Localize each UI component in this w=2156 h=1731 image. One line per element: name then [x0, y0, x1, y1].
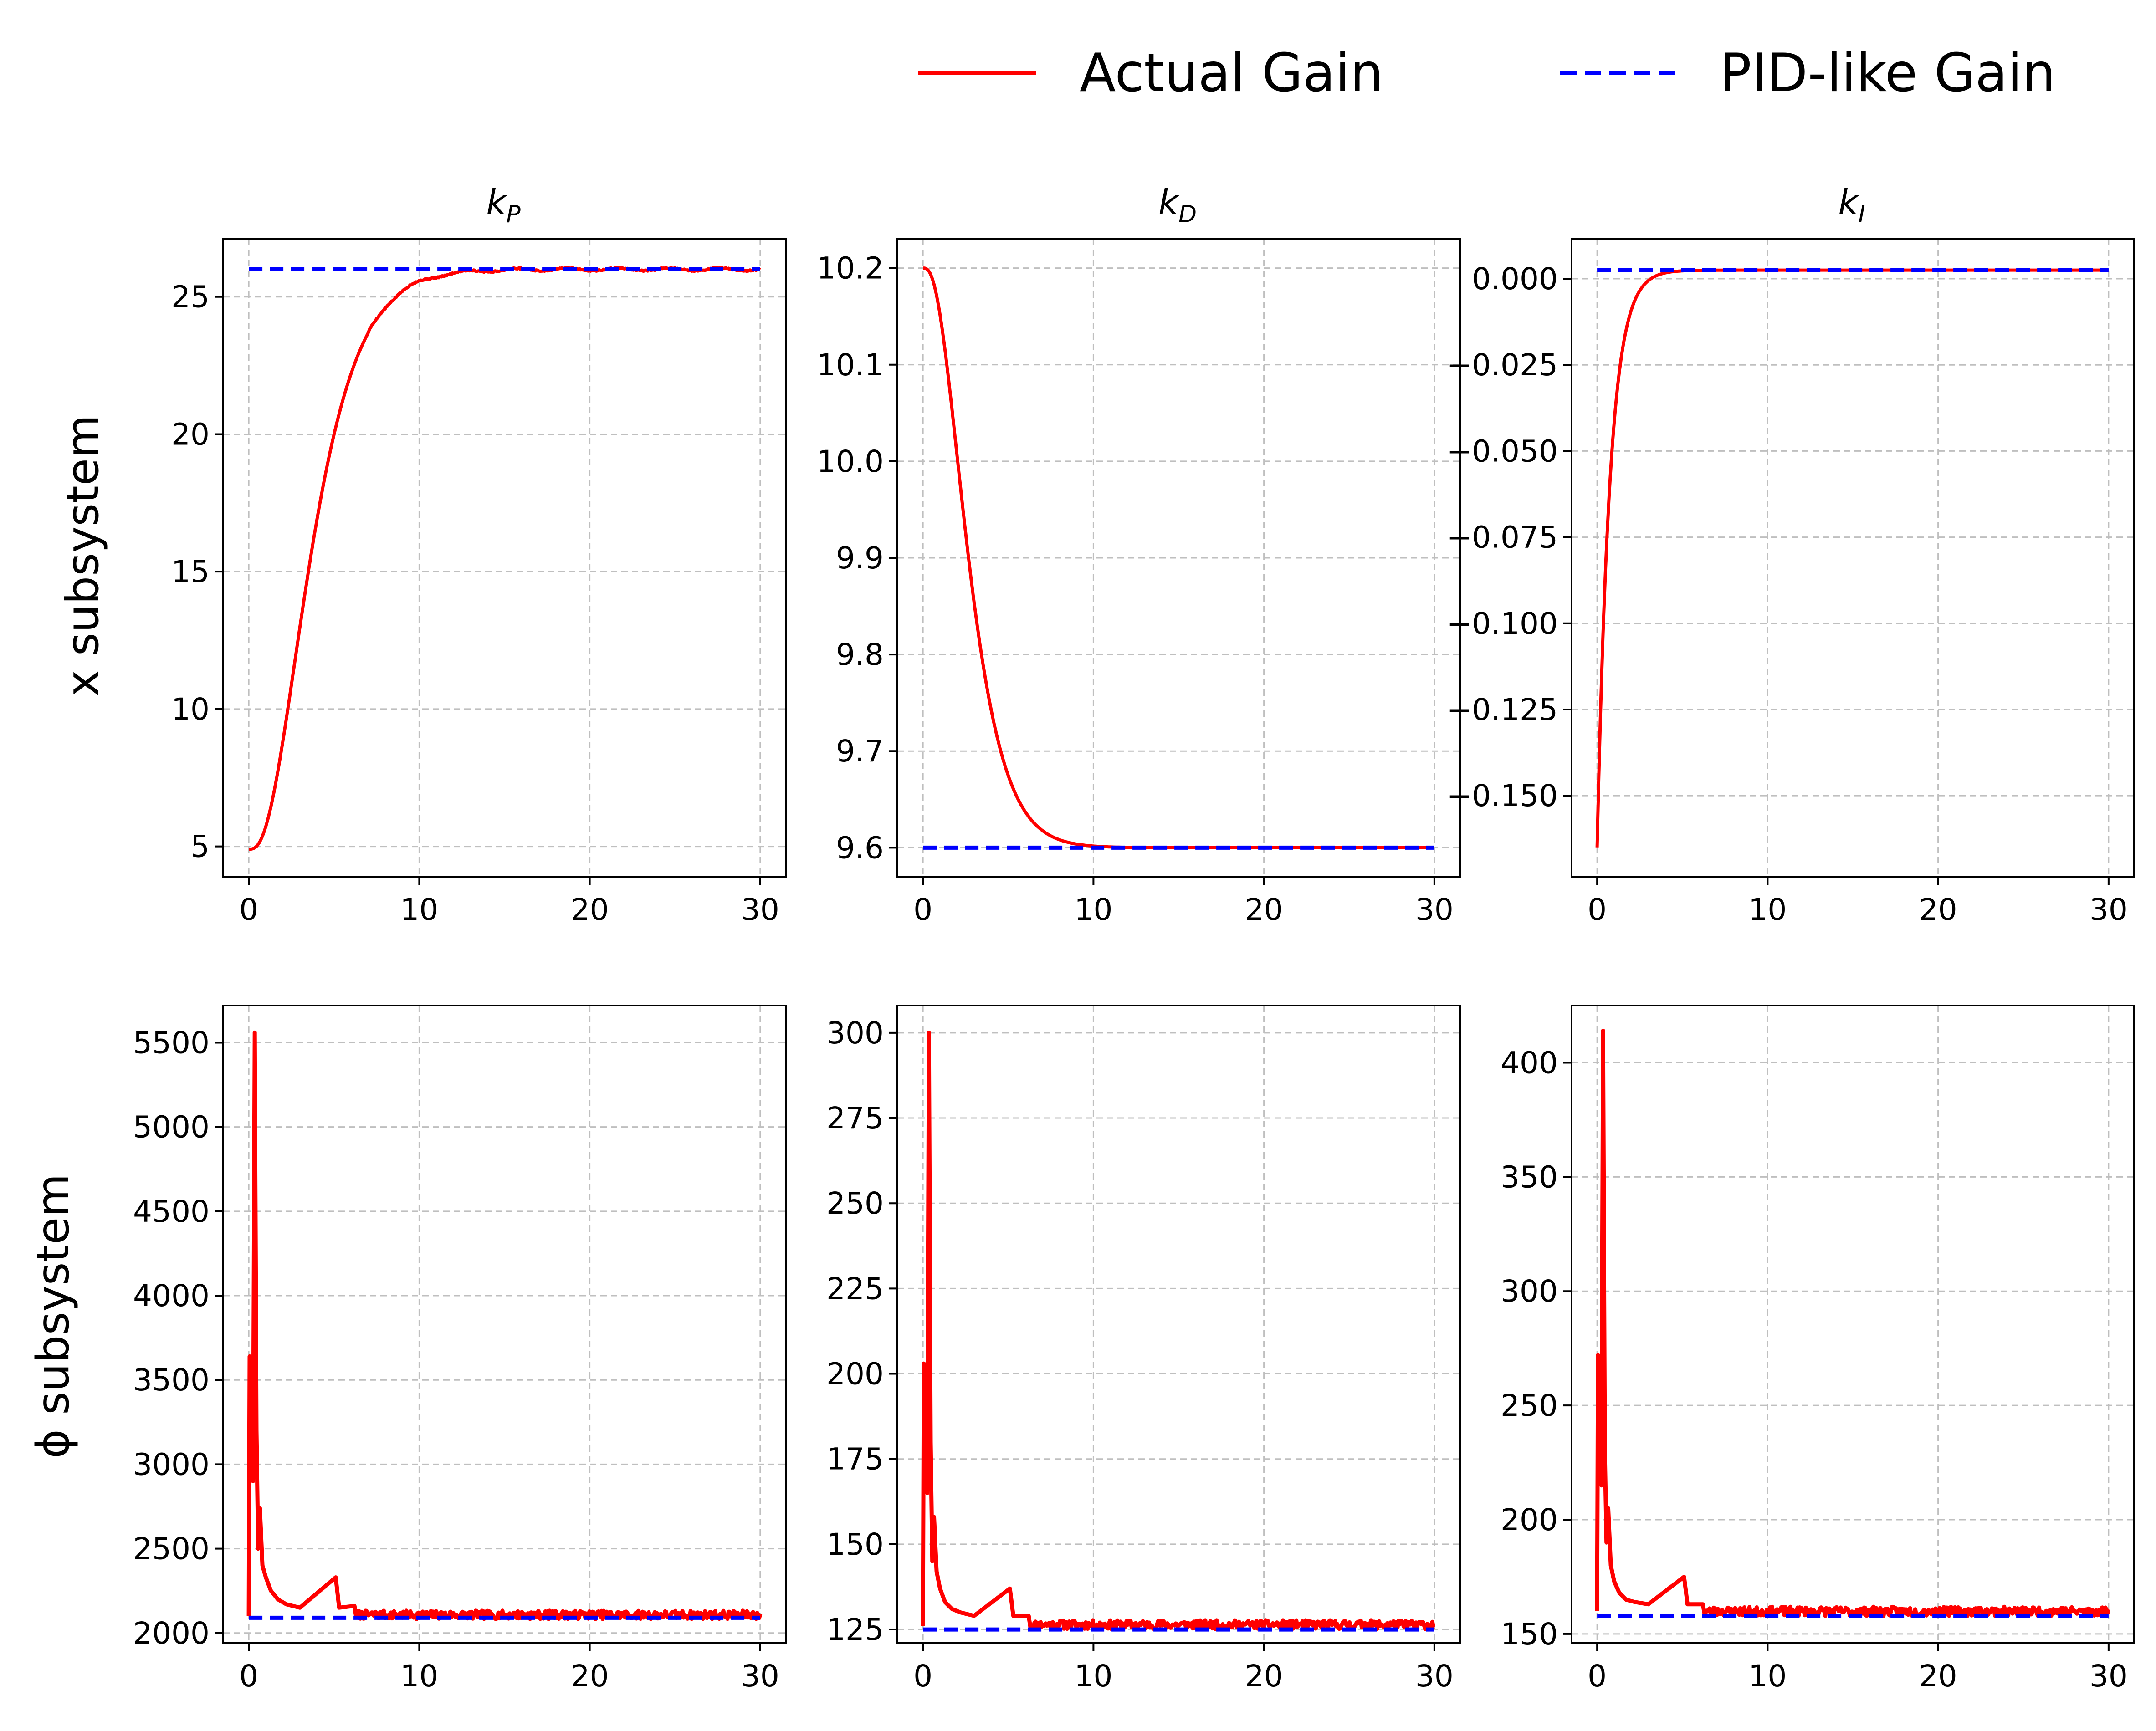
y-tick-label: 350 [1500, 1159, 1558, 1195]
y-tick-label: 300 [1500, 1274, 1558, 1309]
legend-label-actual-gain: Actual Gain [1080, 42, 1383, 104]
legend-label-pid-like-gain: PID-like Gain [1720, 42, 2056, 104]
axes-frame [1571, 238, 2135, 878]
y-tick-label: 15 [171, 554, 210, 589]
legend: Actual Gain PID-like Gain [918, 42, 2056, 104]
y-tick-label: 0.000 [1472, 261, 1558, 296]
axes-frame [222, 1005, 787, 1644]
y-tick-label: 250 [826, 1186, 884, 1221]
y-tick-label: 300 [826, 1016, 884, 1051]
x-tick-label: 20 [1919, 892, 1957, 927]
row-label-phi-subsystem: ϕ subsystem [27, 1174, 79, 1458]
x-tick-label: 30 [741, 892, 779, 927]
axes-frame [1571, 1005, 2135, 1644]
y-tick-label: 5500 [133, 1025, 210, 1060]
y-tick-label: 5 [190, 829, 210, 864]
x-tick-label: 10 [1748, 1659, 1787, 1694]
y-tick-label: 9.9 [836, 541, 884, 576]
y-tick-label: 400 [1500, 1045, 1558, 1080]
col-title-kd: kD [1158, 182, 1197, 228]
axes-frame [222, 238, 787, 878]
x-tick-label: 30 [1415, 892, 1454, 927]
x-tick-label: 0 [1588, 1659, 1607, 1694]
y-tick-label: 10.0 [817, 444, 884, 479]
y-tick-label: 150 [1500, 1617, 1558, 1652]
x-tick-label: 0 [239, 1659, 258, 1694]
x-tick-label: 20 [1245, 1659, 1283, 1694]
x-tick-label: 10 [400, 1659, 438, 1694]
x-tick-label: 30 [741, 1659, 779, 1694]
y-tick-label: −0.050 [1447, 434, 1558, 469]
y-tick-label: 2000 [133, 1616, 210, 1651]
x-tick-label: 30 [2089, 892, 2128, 927]
x-tick-label: 10 [1074, 892, 1112, 927]
x-tick-label: 0 [1588, 892, 1607, 927]
col-title-ki-main: k [1838, 182, 1859, 222]
x-tick-label: 30 [1415, 1659, 1454, 1694]
y-tick-label: 225 [826, 1271, 884, 1306]
subplot-1-0: 0 10 20 30 2000 2500 3000 3500 4000 4500 5000 5500 [133, 1005, 787, 1694]
y-tick-label: 10 [171, 692, 210, 727]
y-tick-label: 9.6 [836, 830, 884, 865]
col-title-kp: kP [486, 182, 521, 228]
y-tick-label: 200 [1500, 1502, 1558, 1537]
x-tick-label: 10 [1748, 892, 1787, 927]
col-title-kp-main: k [486, 182, 507, 222]
x-tick-label: 0 [239, 892, 258, 927]
col-title-ki: kI [1838, 182, 1865, 228]
col-title-kd-sub: D [1178, 201, 1197, 228]
col-title-kd-main: k [1158, 182, 1180, 222]
y-tick-label: 275 [826, 1101, 884, 1136]
y-tick-label: −0.125 [1447, 692, 1558, 727]
y-tick-label: −0.025 [1447, 347, 1558, 383]
x-tick-label: 20 [1245, 892, 1283, 927]
y-tick-label: 25 [171, 280, 210, 315]
series-line-actual-gain [1595, 1028, 2111, 1618]
row-label-x-subsystem: x subsystem [57, 415, 109, 697]
y-tick-label: −0.075 [1447, 520, 1558, 555]
y-tick-label: −0.100 [1447, 606, 1558, 641]
y-tick-label: 2500 [133, 1532, 210, 1567]
y-tick-label: 9.8 [836, 637, 884, 672]
y-tick-label: 10.2 [817, 251, 884, 286]
y-tick-label: 3000 [133, 1447, 210, 1482]
x-tick-label: 10 [1074, 1659, 1112, 1694]
y-tick-label: 20 [171, 417, 210, 452]
x-tick-label: 0 [913, 892, 932, 927]
y-tick-label: 125 [826, 1612, 884, 1647]
y-tick-label: 150 [826, 1527, 884, 1562]
y-tick-label: 4500 [133, 1194, 210, 1229]
x-tick-label: 20 [571, 1659, 609, 1694]
y-tick-label: 3500 [133, 1363, 210, 1398]
y-tick-label: 10.1 [817, 347, 884, 383]
col-title-ki-sub: I [1858, 201, 1865, 228]
y-tick-label: 5000 [133, 1110, 210, 1145]
y-tick-label: −0.150 [1447, 778, 1558, 813]
subplot-0-1: 0 10 20 30 9.6 9.7 9.8 9.9 10.0 10.1 10.2 [817, 238, 1461, 927]
subplot-1-2: 0 10 20 30 150 200 250 300 350 400 [1500, 1005, 2135, 1694]
y-tick-label: 175 [826, 1442, 884, 1477]
subplot-0-0: 0 10 20 30 5 10 15 20 25 [171, 238, 787, 927]
x-tick-label: 30 [2089, 1659, 2128, 1694]
y-tick-label: 9.7 [836, 734, 884, 769]
axes-frame [896, 1005, 1461, 1644]
y-tick-label: 4000 [133, 1278, 210, 1313]
y-tick-label: 250 [1500, 1388, 1558, 1423]
subplot-0-2: 0 10 20 30 −0.150 −0.125 −0.100 −0.075 −0.050 −0.… [1447, 238, 2135, 927]
x-tick-label: 10 [400, 892, 438, 927]
x-tick-label: 0 [913, 1659, 932, 1694]
y-tick-label: 200 [826, 1357, 884, 1392]
x-tick-label: 20 [571, 892, 609, 927]
subplot-1-1: 0 10 20 30 125 150 175 200 225 250 275 300 [826, 1005, 1461, 1694]
x-tick-label: 20 [1919, 1659, 1957, 1694]
col-title-kp-sub: P [506, 201, 521, 228]
